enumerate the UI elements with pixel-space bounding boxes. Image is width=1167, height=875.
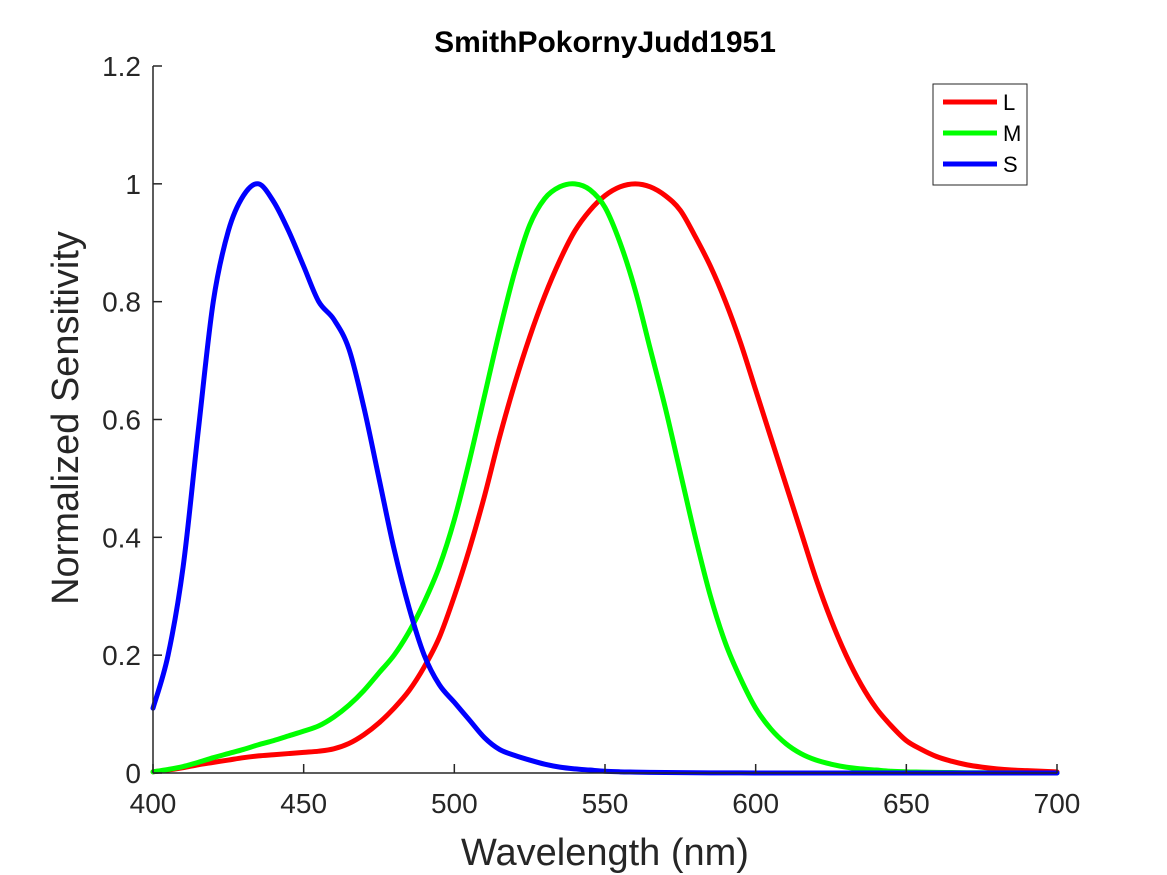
x-tick-label: 400 (130, 788, 177, 819)
x-axis-ticks: 400 450 500 550 600 650 700 (130, 764, 1081, 819)
y-tick-label: 1 (125, 169, 141, 200)
x-axis-label: Wavelength (nm) (461, 832, 749, 874)
x-tick-label: 450 (280, 788, 327, 819)
y-tick-label: 0.4 (102, 522, 141, 553)
y-tick-label: 0 (125, 758, 141, 789)
legend-label-l: L (1003, 90, 1015, 115)
y-tick-label: 1.2 (102, 51, 141, 82)
series-line-s (150, 181, 1060, 776)
legend: LMS (932, 83, 1028, 186)
y-axis-ticks: 0 0.2 0.4 0.6 0.8 1 1.2 (102, 51, 162, 789)
x-tick-label: 650 (883, 788, 930, 819)
x-tick-label: 700 (1034, 788, 1081, 819)
axes (152, 66, 1057, 774)
chart-title: SmithPokornyJudd1951 (434, 26, 776, 59)
x-tick-label: 500 (431, 788, 478, 819)
y-tick-label: 0.8 (102, 287, 141, 318)
y-tick-label: 0.2 (102, 640, 141, 671)
series-line-m (150, 181, 1060, 776)
series-line-l (150, 181, 1060, 775)
legend-label-s: S (1003, 152, 1018, 177)
y-axis-label: Normalized Sensitivity (45, 231, 87, 605)
x-tick-label: 550 (582, 788, 629, 819)
x-tick-label: 600 (732, 788, 779, 819)
plot-area (150, 181, 1060, 776)
legend-label-m: M (1003, 121, 1021, 146)
y-tick-label: 0.6 (102, 405, 141, 436)
